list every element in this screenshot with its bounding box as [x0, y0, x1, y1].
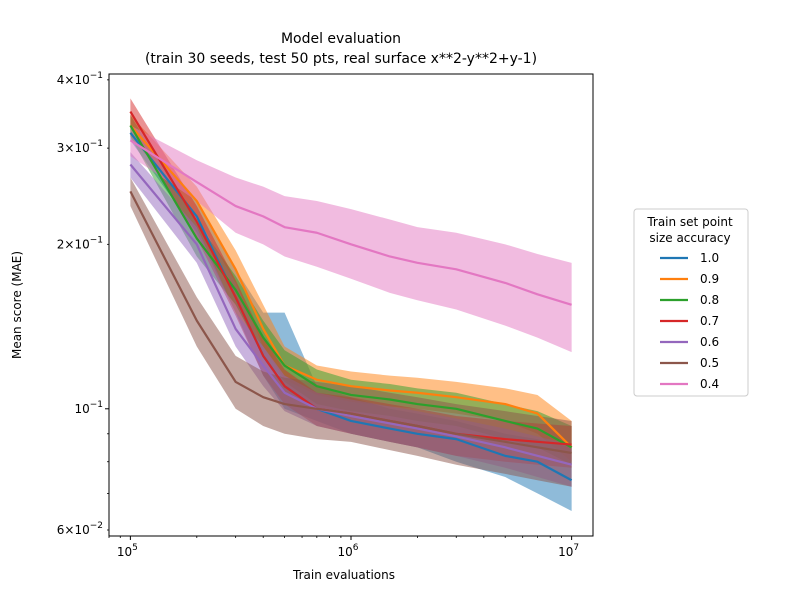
plot-area	[108, 73, 594, 537]
legend: Train set point size accuracy 1.0 0.9 0.8 0…	[633, 208, 749, 397]
legend-title-line1: Train set point	[646, 215, 733, 229]
line-series-0.5	[129, 190, 572, 455]
y-tick-label-3: 3×10−1	[57, 139, 103, 155]
line-series-0.9	[129, 124, 573, 449]
legend-label-0.6: 0.6	[700, 335, 719, 349]
x-tick-label-2: 107	[558, 543, 579, 559]
line-series-0.4	[129, 139, 572, 306]
confidence-bands	[130, 98, 572, 511]
legend-label-0.7: 0.7	[700, 314, 719, 328]
chart-subtitle: (train 30 seeds, test 50 pts, real surfa…	[145, 51, 537, 67]
line-series-0.8	[129, 124, 573, 449]
legend-title-line2: size accuracy	[649, 231, 730, 245]
band-series-0.4	[130, 125, 572, 353]
legend-frame	[633, 208, 749, 397]
y-tick-label-1: 10−1	[74, 400, 103, 416]
chart-title: Model evaluation	[281, 31, 401, 47]
legend-label-0.9: 0.9	[700, 272, 719, 286]
legend-label-1.0: 1.0	[700, 251, 719, 265]
y-axis-label: Mean score (MAE)	[10, 251, 24, 359]
x-axis: 105 106 107	[108, 536, 579, 559]
legend-entries: 1.0 0.9 0.8 0.7 0.6 0.5 0.4	[660, 251, 719, 391]
y-tick-label-2: 2×10−1	[57, 235, 103, 251]
y-tick-label-0: 6×10−2	[57, 521, 103, 537]
x-tick-label-0: 105	[117, 543, 138, 559]
x-tick-label-1: 106	[337, 543, 358, 559]
series-lines	[129, 110, 573, 482]
x-axis-label: Train evaluations	[292, 568, 395, 582]
line-series-0.6	[129, 163, 572, 466]
y-tick-label-4: 4×10−1	[57, 71, 103, 87]
y-axis: 6×10−2 10−1 2×10−1 3×10−1 4×10−1	[57, 71, 109, 537]
legend-label-0.8: 0.8	[700, 293, 719, 307]
legend-label-0.4: 0.4	[700, 377, 719, 391]
legend-label-0.5: 0.5	[700, 356, 719, 370]
